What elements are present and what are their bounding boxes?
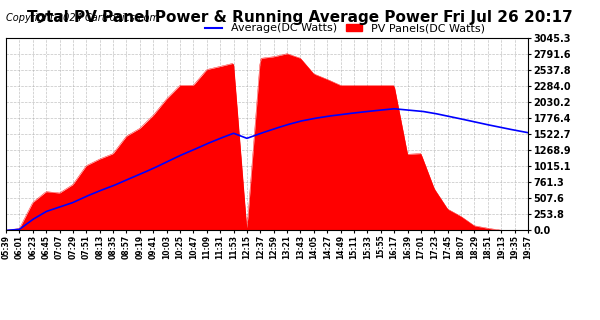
Legend: Average(DC Watts), PV Panels(DC Watts): Average(DC Watts), PV Panels(DC Watts) xyxy=(201,19,490,38)
Text: Total PV Panel Power & Running Average Power Fri Jul 26 20:17: Total PV Panel Power & Running Average P… xyxy=(27,10,573,25)
Text: Copyright 2024 Cartronics.com: Copyright 2024 Cartronics.com xyxy=(6,13,159,23)
